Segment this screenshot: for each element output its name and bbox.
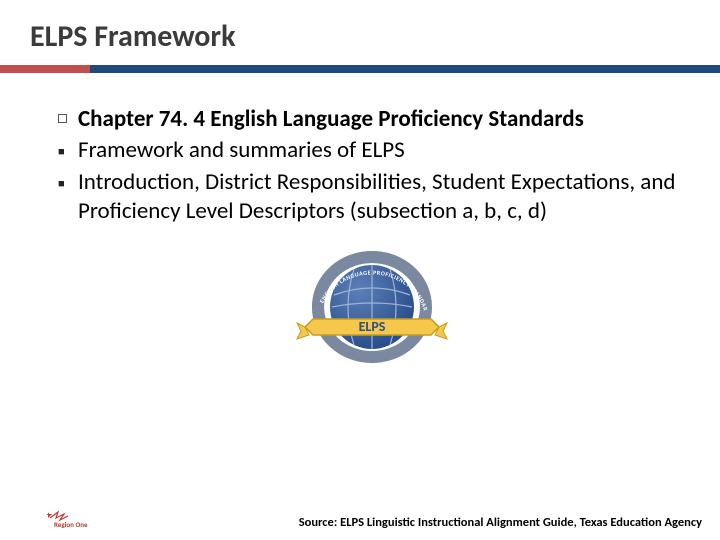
hollow-square-icon	[58, 114, 67, 123]
logo-icon: Region One	[44, 502, 100, 530]
slide-title: ELPS Framework	[30, 18, 720, 55]
filled-square-icon: ■	[58, 168, 78, 191]
bullet-row: Chapter 74. 4 English Language Proficien…	[58, 105, 686, 134]
globe-icon: ENGLISH LANGUAGE PROFICIENCY STANDARDS E…	[287, 249, 457, 389]
title-area: ELPS Framework	[0, 0, 720, 55]
accent-right	[90, 65, 720, 73]
bullet-row: ■ Introduction, District Responsibilitie…	[58, 168, 686, 227]
bullet-text: Framework and summaries of ELPS	[78, 136, 405, 165]
filled-square-icon: ■	[58, 136, 78, 159]
footer: Region One Source: ELPS Linguistic Instr…	[0, 502, 720, 530]
content-area: Chapter 74. 4 English Language Proficien…	[0, 73, 720, 389]
source-citation: Source: ELPS Linguistic Instructional Al…	[299, 515, 702, 530]
accent-bar	[0, 65, 720, 73]
bullet-row: ■ Framework and summaries of ELPS	[58, 136, 686, 165]
region-one-logo: Region One	[44, 502, 100, 530]
bullet-text: Introduction, District Responsibilities,…	[78, 168, 686, 227]
accent-left	[0, 65, 90, 73]
logo-text: Region One	[54, 520, 88, 529]
elps-globe-graphic: ENGLISH LANGUAGE PROFICIENCY STANDARDS E…	[287, 249, 457, 389]
banner-label: ELPS	[359, 318, 386, 335]
bullet-text: Chapter 74. 4 English Language Proficien…	[78, 105, 584, 134]
